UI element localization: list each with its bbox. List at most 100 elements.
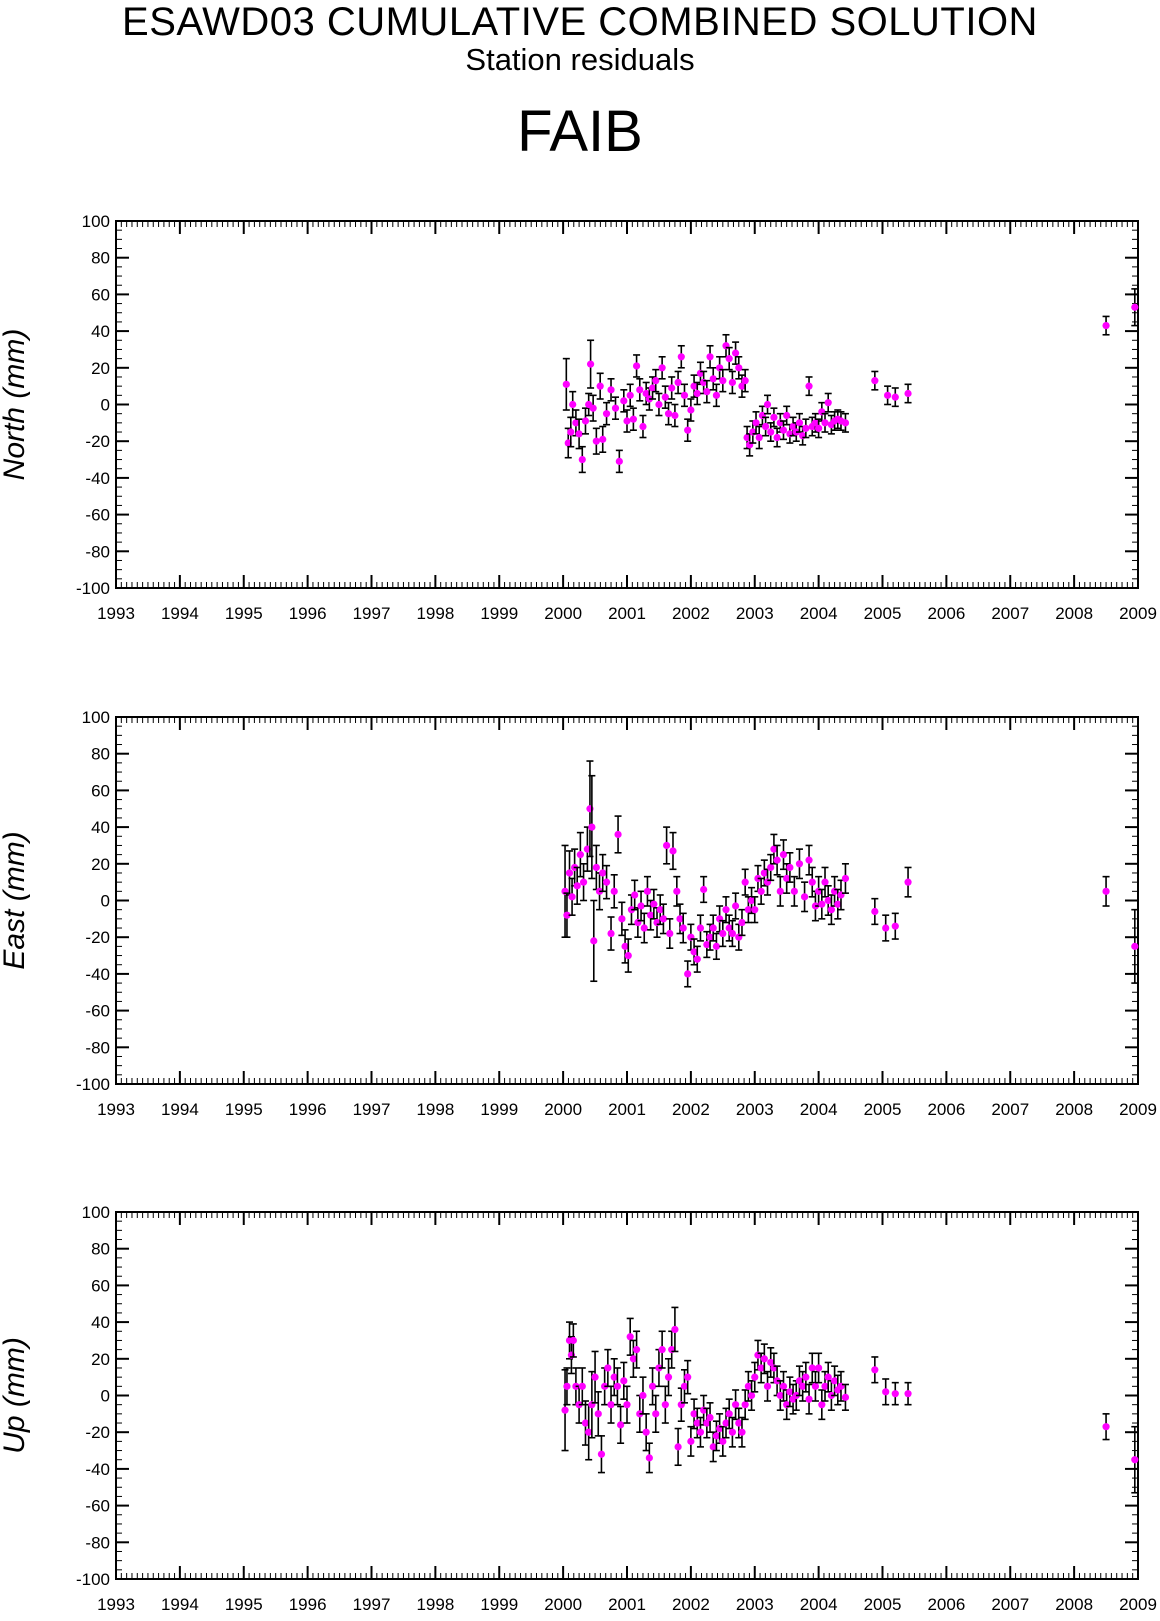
data-marker <box>752 419 760 427</box>
data-point <box>837 411 845 431</box>
x-tick-label: 1999 <box>480 1100 518 1119</box>
data-marker <box>783 411 791 420</box>
data-point <box>728 370 736 395</box>
data-point <box>786 851 794 883</box>
data-marker <box>658 364 666 372</box>
data-point <box>731 1389 740 1421</box>
data-point <box>808 1352 816 1384</box>
data-marker <box>763 1382 772 1390</box>
data-point <box>824 1361 832 1393</box>
data-marker <box>731 1401 740 1409</box>
data-marker <box>693 389 701 398</box>
data-marker <box>690 948 698 956</box>
data-point <box>578 1367 586 1406</box>
data-marker <box>824 399 832 407</box>
data-marker <box>677 353 685 361</box>
data-marker <box>767 1358 775 1367</box>
data-point <box>620 1361 628 1400</box>
data-marker <box>594 1410 602 1418</box>
data-point <box>744 1370 752 1402</box>
x-tick-label: 2001 <box>608 604 646 623</box>
data-point <box>818 401 826 422</box>
data-marker <box>674 1443 682 1451</box>
data-point <box>590 899 598 983</box>
data-point <box>592 427 600 455</box>
data-marker <box>821 419 829 427</box>
data-marker <box>834 900 842 908</box>
data-point <box>637 890 645 922</box>
data-marker <box>783 874 791 883</box>
data-marker <box>655 400 663 409</box>
data-marker <box>696 1428 705 1436</box>
data-marker <box>642 389 650 398</box>
data-marker <box>700 885 708 894</box>
data-marker <box>671 1325 679 1334</box>
data-point <box>597 1435 606 1474</box>
data-point <box>674 1427 682 1467</box>
y-tick-label: 80 <box>91 249 110 268</box>
data-marker <box>760 1355 768 1363</box>
data-marker <box>725 1410 733 1418</box>
data-marker <box>607 929 615 938</box>
y-tick-label: -100 <box>76 579 110 598</box>
data-marker <box>592 863 600 872</box>
data-point <box>725 346 733 371</box>
data-point <box>669 831 677 871</box>
data-point <box>572 409 580 437</box>
x-tick-label: 1994 <box>161 1100 199 1119</box>
data-marker <box>631 891 639 899</box>
data-point <box>661 385 669 409</box>
data-marker <box>618 915 626 923</box>
data-marker <box>891 1390 899 1398</box>
data-marker <box>744 1382 752 1390</box>
data-marker <box>671 411 679 420</box>
data-marker <box>632 1346 641 1354</box>
x-tick-label: 2007 <box>991 1595 1029 1614</box>
data-marker <box>767 863 775 872</box>
data-marker <box>1131 303 1139 311</box>
data-point <box>611 396 620 420</box>
data-marker <box>563 1382 571 1390</box>
data-marker <box>661 1401 669 1409</box>
data-marker <box>1131 1456 1139 1464</box>
data-marker <box>741 377 749 385</box>
x-tick-label: 1995 <box>225 604 263 623</box>
data-marker <box>871 907 879 916</box>
y-tick-label: -40 <box>85 1460 110 1479</box>
data-point <box>871 370 879 391</box>
data-marker <box>712 391 721 399</box>
x-tick-label: 2000 <box>544 1100 582 1119</box>
data-marker <box>731 349 740 357</box>
data-marker <box>652 377 660 385</box>
data-marker <box>610 887 618 895</box>
data-marker <box>824 1373 832 1381</box>
data-marker <box>639 1391 647 1400</box>
data-marker <box>706 353 714 361</box>
y-tick-label: -60 <box>85 1497 110 1516</box>
data-point <box>760 1343 768 1375</box>
data-point <box>581 1400 590 1446</box>
data-point <box>650 888 658 920</box>
data-point <box>703 379 711 404</box>
data-marker <box>703 1419 711 1427</box>
data-point <box>709 914 717 942</box>
y-tick-label: 60 <box>91 781 110 800</box>
data-point <box>575 418 583 450</box>
data-marker <box>871 377 879 385</box>
data-marker <box>815 1364 823 1372</box>
data-marker <box>684 1373 692 1381</box>
data-marker <box>824 896 832 905</box>
data-point <box>615 449 623 474</box>
data-point <box>664 1358 673 1397</box>
data-marker <box>719 929 727 938</box>
y-tick-label: 20 <box>91 855 110 874</box>
data-point <box>684 1359 692 1395</box>
data-point <box>591 1350 599 1404</box>
x-tick-label: 1997 <box>353 1595 391 1614</box>
x-tick-label: 1999 <box>480 1595 518 1614</box>
data-point <box>588 774 596 880</box>
data-marker <box>725 355 733 363</box>
data-point <box>642 1413 650 1452</box>
data-point <box>684 960 692 988</box>
data-point <box>827 894 836 926</box>
